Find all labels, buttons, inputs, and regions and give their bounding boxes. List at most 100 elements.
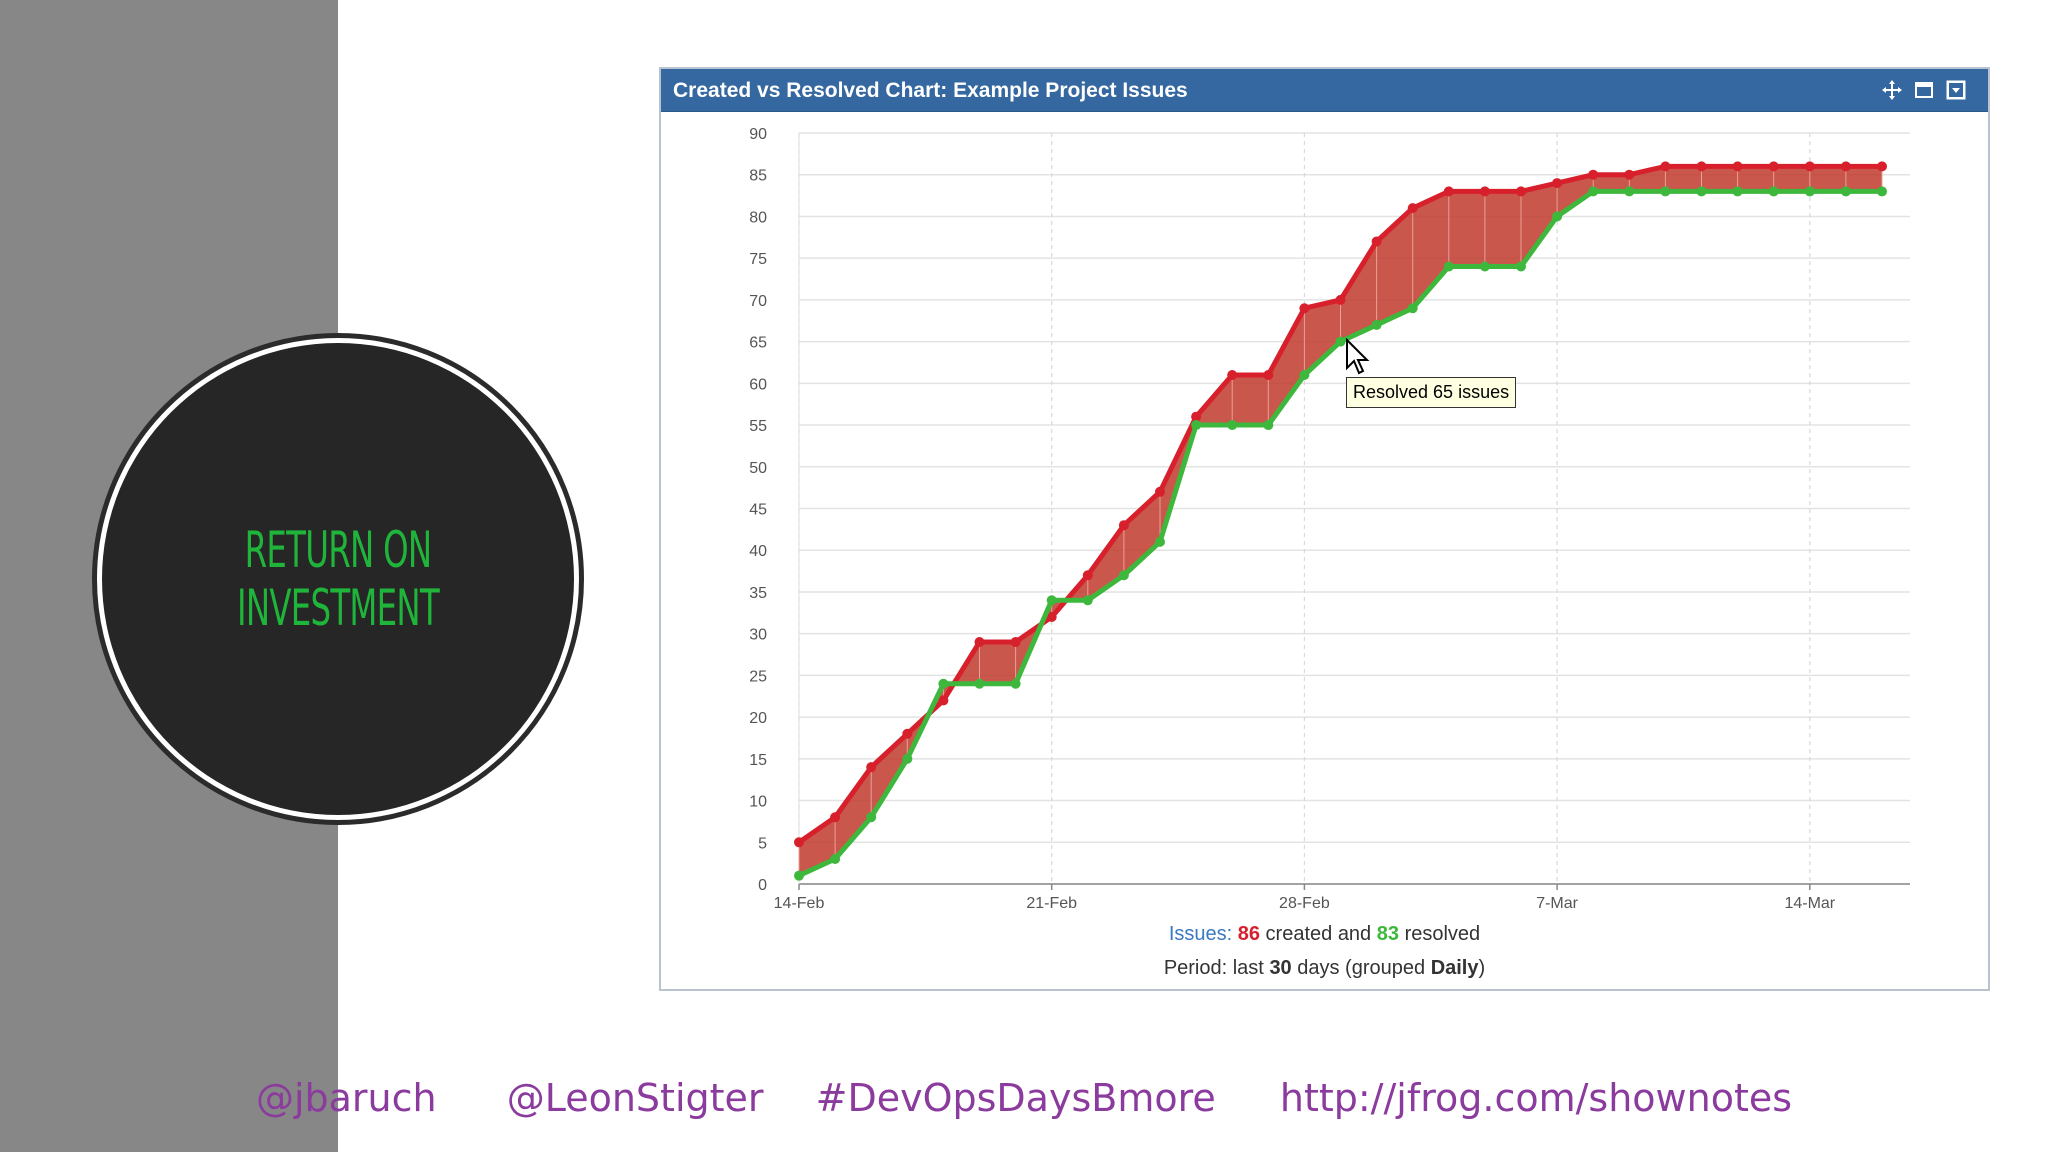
issues-label[interactable]: Issues: (1168, 923, 1233, 945)
resolved-point[interactable] (1804, 186, 1815, 197)
created-point[interactable] (1588, 169, 1599, 180)
period-group: Daily (1430, 957, 1479, 979)
y-tick-label: 5 (758, 835, 767, 852)
y-tick-label: 60 (749, 376, 767, 393)
period-prefix: Period: last (1163, 957, 1264, 979)
handle-leonstigter[interactable]: @LeonStigter (506, 1076, 764, 1120)
created-point[interactable] (1407, 203, 1418, 214)
maximize-icon[interactable] (1913, 79, 1935, 101)
created-point[interactable] (1479, 186, 1490, 197)
created-point[interactable] (1371, 236, 1382, 247)
created-point[interactable] (1010, 637, 1021, 648)
created-point[interactable] (1335, 294, 1346, 305)
resolved-point[interactable] (1768, 186, 1779, 197)
y-tick-label: 70 (749, 293, 767, 310)
created-resolved-gap-area (799, 166, 1882, 876)
resolved-point[interactable] (1191, 420, 1202, 431)
created-point[interactable] (866, 762, 877, 773)
created-point[interactable] (1696, 161, 1707, 172)
resolved-point[interactable] (1227, 420, 1238, 431)
created-point[interactable] (1118, 520, 1129, 531)
created-point[interactable] (1516, 186, 1526, 197)
resolved-point[interactable] (1660, 186, 1671, 197)
y-tick-label: 90 (749, 126, 767, 143)
resolved-point[interactable] (1407, 303, 1418, 314)
y-tick-label: 10 (749, 794, 767, 811)
resolved-point[interactable] (902, 753, 913, 764)
created-point[interactable] (1804, 161, 1815, 172)
resolved-point[interactable] (1732, 186, 1743, 197)
created-point[interactable] (974, 637, 985, 648)
resolved-point[interactable] (1010, 678, 1021, 689)
resolved-point[interactable] (830, 853, 841, 864)
created-point[interactable] (1155, 486, 1165, 497)
resolved-point[interactable] (1082, 595, 1093, 606)
resolved-count: 83 (1376, 923, 1399, 945)
dropdown-icon[interactable] (1945, 79, 1967, 101)
created-point[interactable] (1263, 369, 1274, 380)
resolved-point[interactable] (1552, 211, 1563, 222)
handle-jbaruch[interactable]: @jbaruch (255, 1076, 437, 1120)
y-tick-label: 50 (749, 460, 767, 477)
resolved-point[interactable] (1335, 336, 1346, 347)
resolved-point[interactable] (938, 678, 949, 689)
social-handles: @jbaruch @LeonStigter #DevOpsDaysBmore h… (0, 1076, 2048, 1120)
y-tick-label: 40 (749, 543, 767, 560)
resolved-point[interactable] (1696, 186, 1707, 197)
created-point[interactable] (1877, 161, 1887, 172)
y-tick-label: 45 (749, 502, 767, 519)
resolved-point[interactable] (1046, 595, 1057, 606)
resolved-point[interactable] (1516, 261, 1526, 272)
y-tick-label: 65 (749, 335, 767, 352)
period-summary: Period: last 30 days (grouped Daily) (661, 957, 1988, 980)
created-point[interactable] (1552, 178, 1563, 189)
created-point[interactable] (938, 695, 949, 706)
issues-summary: Issues: 86 created and 83 resolved (661, 923, 1988, 946)
resolved-point[interactable] (1840, 186, 1851, 197)
resolved-point[interactable] (1299, 369, 1310, 380)
shownotes-link[interactable]: http://jfrog.com/shownotes (1279, 1076, 1793, 1120)
created-point[interactable] (830, 812, 841, 823)
created-point[interactable] (1299, 303, 1310, 314)
created-point[interactable] (1732, 161, 1743, 172)
x-tick-label: 14-Feb (774, 895, 825, 912)
title-circle: RETURN ON INVESTMENT (102, 343, 574, 815)
hashtag-devopsdays[interactable]: #DevOpsDaysBmore (815, 1076, 1216, 1120)
created-line (797, 163, 1882, 845)
created-point[interactable] (1082, 570, 1093, 581)
x-tick-label: 21-Feb (1026, 895, 1077, 912)
created-point[interactable] (902, 728, 913, 739)
created-point[interactable] (1443, 186, 1454, 197)
y-tick-label: 15 (749, 752, 767, 769)
resolved-point[interactable] (1118, 570, 1129, 581)
created-point[interactable] (1191, 411, 1202, 422)
created-point[interactable] (1624, 169, 1635, 180)
resolved-point[interactable] (866, 812, 877, 823)
created-point[interactable] (1046, 611, 1057, 622)
chart-panel: Created vs Resolved Chart: Example Proje… (659, 67, 1990, 991)
resolved-point[interactable] (1155, 536, 1165, 547)
move-icon[interactable] (1881, 79, 1903, 101)
y-tick-label: 75 (749, 251, 767, 268)
y-tick-label: 25 (749, 668, 767, 685)
resolved-point[interactable] (1624, 186, 1635, 197)
created-point[interactable] (794, 837, 804, 848)
created-point[interactable] (1768, 161, 1779, 172)
resolved-point[interactable] (1263, 420, 1274, 431)
resolved-point[interactable] (1371, 319, 1382, 330)
resolved-point[interactable] (794, 870, 804, 881)
created-count: 86 (1237, 923, 1260, 945)
resolved-point[interactable] (1479, 261, 1490, 272)
resolved-point[interactable] (974, 678, 985, 689)
resolved-point[interactable] (1443, 261, 1454, 272)
resolved-point[interactable] (1877, 186, 1887, 197)
tooltip: Resolved 65 issues (1346, 377, 1517, 408)
created-point[interactable] (1840, 161, 1851, 172)
created-point[interactable] (1227, 369, 1238, 380)
created-point[interactable] (1660, 161, 1671, 172)
resolved-point[interactable] (1588, 186, 1599, 197)
y-tick-label: 30 (749, 627, 767, 644)
x-tick-label: 14-Mar (1784, 895, 1835, 912)
period-mid: days (grouped (1297, 957, 1426, 979)
resolved-line (797, 188, 1882, 878)
